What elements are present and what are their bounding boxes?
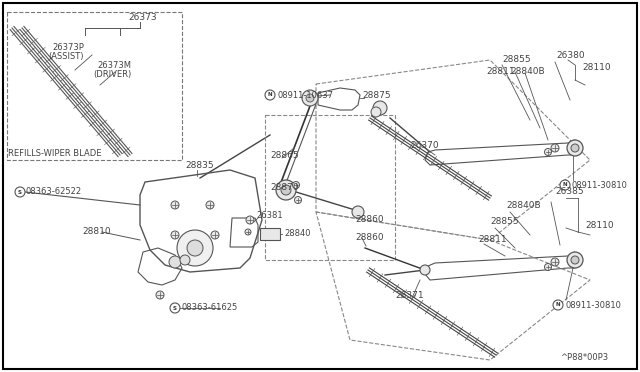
Text: REFILLS-WIPER BLADE: REFILLS-WIPER BLADE <box>8 148 102 157</box>
Text: 26370: 26370 <box>410 141 438 150</box>
Text: 28865: 28865 <box>270 151 299 160</box>
Text: 26373: 26373 <box>128 13 157 22</box>
Text: 08363-62522: 08363-62522 <box>26 187 82 196</box>
Circle shape <box>276 180 296 200</box>
Circle shape <box>187 240 203 256</box>
Circle shape <box>246 216 254 224</box>
Circle shape <box>553 300 563 310</box>
Circle shape <box>265 90 275 100</box>
Circle shape <box>294 196 301 203</box>
Text: 28810: 28810 <box>82 228 111 237</box>
Text: 08911-10637: 08911-10637 <box>277 90 333 99</box>
FancyBboxPatch shape <box>260 228 280 240</box>
Circle shape <box>245 229 251 235</box>
Circle shape <box>281 185 291 195</box>
Circle shape <box>567 140 583 156</box>
Circle shape <box>292 182 300 189</box>
Circle shape <box>571 256 579 264</box>
Circle shape <box>302 90 318 106</box>
Text: 26371: 26371 <box>395 291 424 299</box>
Text: 26373P: 26373P <box>52 44 84 52</box>
Text: 28811: 28811 <box>478 235 507 244</box>
Circle shape <box>169 256 181 268</box>
Circle shape <box>545 148 552 155</box>
Text: 28860: 28860 <box>355 234 383 243</box>
Circle shape <box>156 291 164 299</box>
Circle shape <box>211 231 219 239</box>
Circle shape <box>567 252 583 268</box>
Circle shape <box>551 258 559 266</box>
Circle shape <box>371 107 381 117</box>
Text: N: N <box>556 302 560 308</box>
Circle shape <box>420 265 430 275</box>
Text: 28860: 28860 <box>355 215 383 224</box>
Text: S: S <box>18 189 22 195</box>
Text: 28835: 28835 <box>185 160 214 170</box>
Circle shape <box>171 201 179 209</box>
Text: N: N <box>268 93 272 97</box>
Circle shape <box>352 206 364 218</box>
Text: 28855: 28855 <box>502 55 531 64</box>
Text: 08911-30810: 08911-30810 <box>572 180 628 189</box>
Text: S: S <box>173 305 177 311</box>
Text: 28110: 28110 <box>585 221 614 230</box>
Text: 26380: 26380 <box>556 51 584 60</box>
Text: ^P88*00P3: ^P88*00P3 <box>560 353 608 362</box>
Text: 08363-61625: 08363-61625 <box>182 304 238 312</box>
Circle shape <box>545 263 552 270</box>
Text: 28855: 28855 <box>490 218 518 227</box>
Text: N: N <box>563 183 567 187</box>
Circle shape <box>206 201 214 209</box>
Text: 28870: 28870 <box>270 183 299 192</box>
Text: 28811: 28811 <box>486 67 515 77</box>
Text: 28110: 28110 <box>582 64 611 73</box>
Text: 08911-30810: 08911-30810 <box>565 301 621 310</box>
Text: 26381: 26381 <box>256 212 283 221</box>
Circle shape <box>373 101 387 115</box>
Circle shape <box>177 230 213 266</box>
Circle shape <box>170 303 180 313</box>
Text: 28875: 28875 <box>362 92 390 100</box>
Text: 26385: 26385 <box>555 187 584 196</box>
Text: 28840B: 28840B <box>506 201 541 209</box>
Text: 28840B: 28840B <box>510 67 545 77</box>
Circle shape <box>180 255 190 265</box>
Text: 26373M: 26373M <box>97 61 131 70</box>
Text: 28840: 28840 <box>284 230 310 238</box>
Circle shape <box>571 144 579 152</box>
Text: (DRIVER): (DRIVER) <box>93 70 131 78</box>
Circle shape <box>560 180 570 190</box>
Circle shape <box>551 144 559 152</box>
Circle shape <box>306 94 314 102</box>
Circle shape <box>15 187 25 197</box>
Text: (ASSIST): (ASSIST) <box>48 52 83 61</box>
Circle shape <box>171 231 179 239</box>
